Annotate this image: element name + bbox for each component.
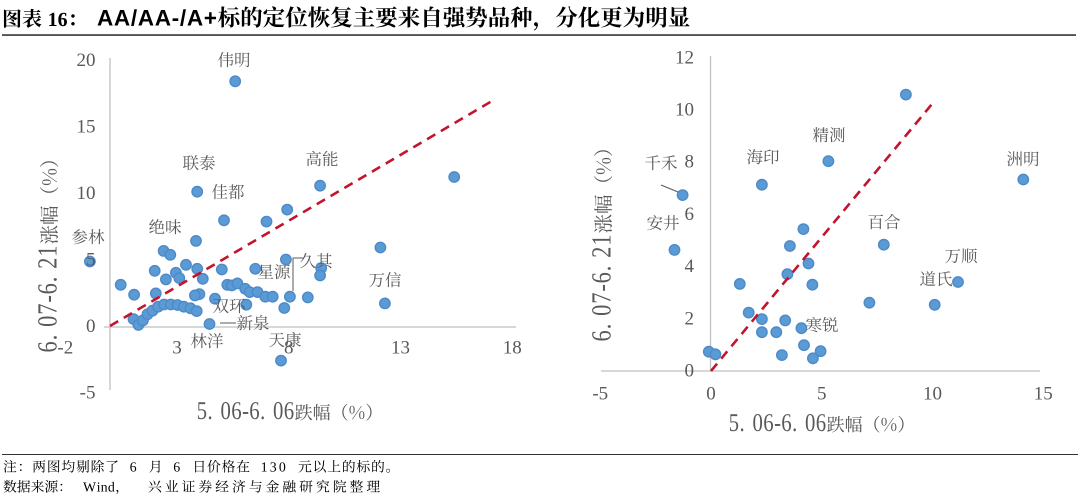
- svg-text:15: 15: [77, 117, 96, 138]
- svg-text:2: 2: [685, 308, 695, 329]
- svg-text:20: 20: [77, 50, 96, 71]
- svg-text:6: 6: [685, 204, 695, 225]
- svg-text:10: 10: [77, 183, 96, 204]
- svg-text:13: 13: [391, 338, 410, 359]
- svg-text:12: 12: [675, 47, 694, 68]
- svg-text:3: 3: [172, 338, 182, 359]
- svg-text:15: 15: [1034, 384, 1053, 405]
- svg-text:0: 0: [86, 316, 96, 337]
- svg-text:8: 8: [685, 152, 695, 173]
- svg-text:-2: -2: [57, 338, 73, 359]
- svg-text:10: 10: [675, 100, 694, 121]
- svg-text:8: 8: [284, 338, 294, 359]
- svg-text:0: 0: [706, 384, 716, 405]
- svg-text:-5: -5: [592, 384, 608, 405]
- svg-text:-5: -5: [80, 383, 96, 404]
- svg-text:5: 5: [817, 384, 827, 405]
- svg-text:4: 4: [685, 256, 695, 277]
- svg-text:18: 18: [503, 338, 522, 359]
- svg-text:5: 5: [86, 250, 96, 271]
- svg-text:0: 0: [685, 361, 695, 382]
- svg-text:10: 10: [923, 384, 942, 405]
